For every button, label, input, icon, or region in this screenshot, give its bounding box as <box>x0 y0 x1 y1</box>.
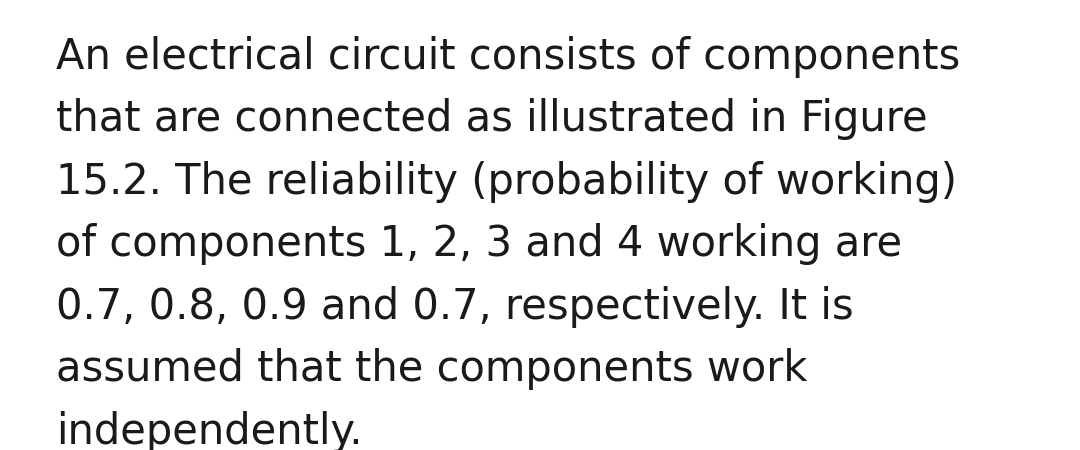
Text: An electrical circuit consists of components
that are connected as illustrated i: An electrical circuit consists of compon… <box>56 36 960 450</box>
